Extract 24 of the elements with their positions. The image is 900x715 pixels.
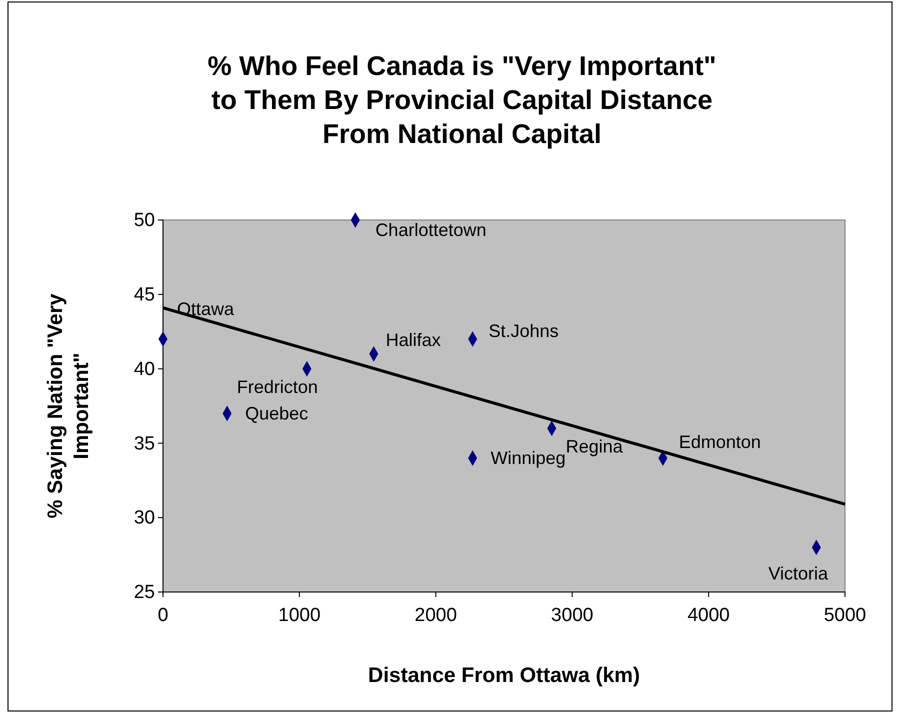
x-tick-label: 1000 <box>278 604 321 626</box>
x-tick-label: 4000 <box>687 604 730 626</box>
y-tick-label: 45 <box>134 284 155 306</box>
y-tick-label: 35 <box>134 433 155 454</box>
x-tick-label: 3000 <box>551 604 594 626</box>
y-tick-label: 30 <box>134 508 155 529</box>
y-tick-label: 50 <box>134 210 155 232</box>
x-axis-title: Distance From Ottawa (km) <box>368 664 640 687</box>
annotation: Halifax <box>386 330 441 350</box>
y-tick-label: 40 <box>134 358 155 380</box>
y-axis-title: % Saying Nation "Very Important" <box>44 293 93 518</box>
y-tick-label: 25 <box>134 582 155 604</box>
annotation: Fredricton <box>236 376 318 397</box>
annotation: Regina <box>566 436 624 456</box>
x-tick-label: 2000 <box>414 604 457 626</box>
x-tick-label: 5000 <box>824 604 866 626</box>
x-tick-label: 0 <box>158 604 168 626</box>
annotation: Winnipeg <box>490 448 566 468</box>
annotation: Quebec <box>245 403 308 424</box>
annotation: St.Johns <box>488 321 559 342</box>
annotation: Victoria <box>768 563 830 584</box>
annotation: Charlottetown <box>375 220 486 240</box>
chart-title: % Who Feel Canada is "Very Important" to Them By Provincial Capital Distance From National Capital <box>208 51 716 149</box>
annotation: Edmonton <box>678 432 761 452</box>
